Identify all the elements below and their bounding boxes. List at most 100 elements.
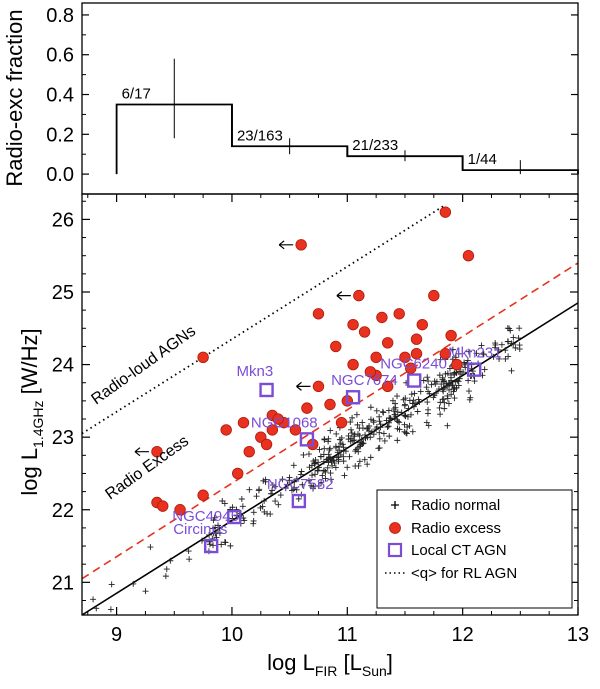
radio-normal-point (328, 458, 335, 465)
radio-normal-point (426, 390, 433, 397)
radio-excess-point (289, 424, 302, 436)
radio-normal-point (337, 451, 344, 458)
x-label-main: log L (267, 650, 315, 675)
radio-normal-point (465, 377, 472, 384)
radio-normal-point (259, 503, 266, 510)
radio-normal-point (445, 400, 452, 407)
radio-normal-point (365, 427, 372, 434)
radio-normal-point (326, 446, 333, 453)
radio-normal-point (390, 406, 397, 413)
radio-normal-point (320, 451, 327, 458)
radio-normal-point (449, 346, 456, 353)
ct-agn-marker (345, 390, 361, 405)
radio-normal-point (299, 481, 306, 488)
radio-normal-point (227, 542, 234, 549)
radio-excess-point (266, 424, 279, 436)
radio-excess-point (393, 308, 405, 320)
scatter-x-axis: 9 10 11 12 13 (87, 194, 589, 646)
radio-normal-point (491, 344, 498, 351)
radio-normal-point (311, 471, 318, 478)
radio-excess-point (381, 380, 394, 393)
radio-normal-point (444, 383, 451, 390)
radio-excess-point (312, 380, 325, 393)
radio-normal-point (385, 407, 392, 414)
radio-normal-point (387, 415, 394, 422)
radio-normal-point (394, 393, 401, 400)
radio-normal-point (453, 384, 460, 391)
scatter-x-tick-label: 9 (111, 624, 122, 646)
radio-normal-point (411, 390, 418, 397)
ct-agn-label: Circinus (173, 521, 227, 538)
ct-agn-marker (259, 382, 274, 398)
radio-normal-point (215, 522, 222, 529)
x-label-end: ] (387, 650, 393, 675)
radio-normal-point (496, 355, 503, 362)
radio-normal-point (467, 394, 474, 401)
radio-normal-point (325, 438, 332, 445)
histogram-y-axis: 0.0 0.2 0.4 0.6 0.8 (46, 5, 578, 186)
radio-normal-point (163, 566, 170, 573)
radio-excess-point (330, 340, 342, 353)
radio-normal-point (93, 605, 100, 612)
radio-normal-point (327, 470, 334, 477)
ct-agn-marker (203, 538, 219, 554)
radio-normal-point (409, 428, 416, 435)
radio-normal-point (481, 366, 488, 373)
radio-normal-point (354, 421, 361, 428)
radio-normal-point (356, 458, 363, 465)
histogram-bin-label: 1/44 (468, 151, 497, 168)
radio-normal-point (502, 355, 509, 362)
radio-normal-point (446, 386, 453, 393)
histogram-bin-label: 6/17 (122, 85, 151, 102)
radio-normal-point (90, 596, 97, 603)
radio-normal-point (167, 557, 174, 564)
radio-normal-point (229, 515, 236, 522)
radio-normal-point (356, 425, 363, 432)
scatter-x-label: log LFIR [LSun] (267, 650, 393, 679)
radio-normal-point (349, 414, 356, 421)
upper-limit-arrow (278, 240, 294, 250)
radio-normal-point (253, 493, 260, 500)
radio-excess-point (410, 333, 423, 345)
radio-normal-point (309, 472, 316, 479)
radio-normal-point (435, 386, 442, 393)
radio-normal-point (423, 384, 430, 391)
radio-loud-agns-annotation: Radio-loud AGNs (88, 323, 199, 409)
radio-excess-point (416, 318, 428, 331)
radio-excess-point (197, 489, 209, 501)
radio-normal-point (449, 382, 456, 389)
radio-normal-point (439, 396, 446, 403)
radio-normal-point (437, 399, 444, 406)
radio-normal-point (452, 378, 459, 385)
radio-normal-point (516, 325, 523, 332)
radio-normal-point (291, 484, 298, 491)
radio-normal-point (394, 437, 401, 444)
radio-normal-point (272, 498, 279, 505)
radio-normal-point (147, 544, 154, 551)
radio-excess-point (324, 398, 336, 411)
radio-normal-point (295, 495, 302, 502)
radio-normal-point (402, 395, 409, 402)
radio-normal-point (353, 411, 360, 418)
upper-limit-arrow (134, 447, 149, 457)
ct-agn-label: Mkn3 (237, 363, 274, 380)
radio-normal-point (358, 436, 365, 443)
radio-normal-point (344, 464, 351, 471)
radio-normal-point (495, 346, 502, 353)
radio-excess-point (451, 358, 463, 371)
radio-normal-point (241, 517, 248, 524)
radio-normal-point (275, 501, 282, 508)
radio-normal-point (239, 503, 246, 510)
radio-normal-point (407, 411, 414, 418)
radio-normal-point (356, 432, 363, 439)
radio-normal-point (416, 398, 423, 405)
radio-normal-point (269, 487, 276, 494)
radio-normal-point (385, 419, 392, 426)
radio-normal-point (406, 422, 413, 429)
histogram-y-tick-label: 0.4 (46, 85, 74, 107)
radio-excess-annotation: Radio Excess (102, 433, 192, 504)
radio-normal-point (465, 388, 472, 395)
radio-normal-point (320, 467, 327, 474)
radio-normal-point (444, 422, 451, 429)
radio-normal-point (401, 402, 408, 409)
